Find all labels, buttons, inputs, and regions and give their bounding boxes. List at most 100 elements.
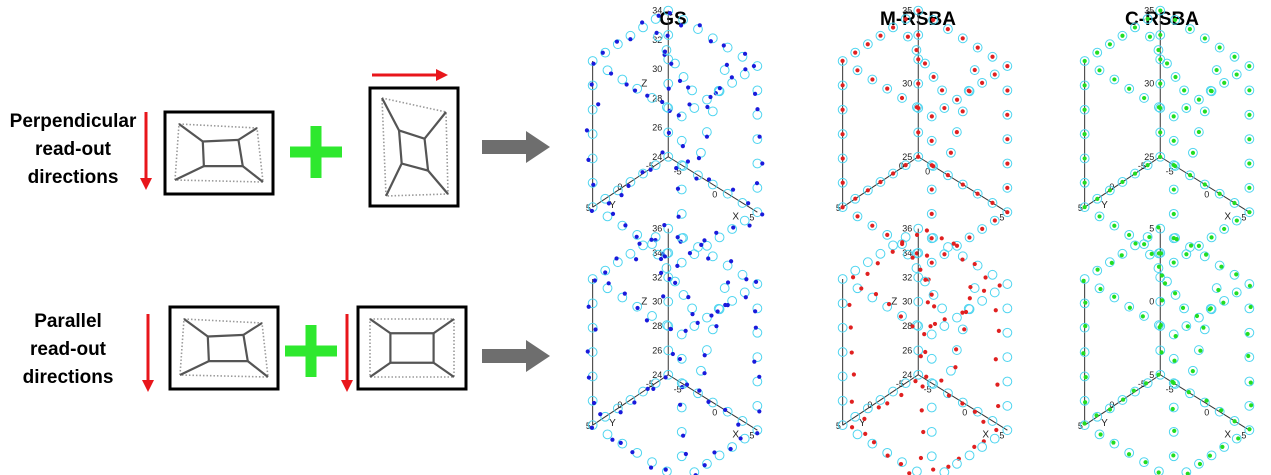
- estimated-point-marker: [905, 34, 911, 39]
- estimated-point-marker: [994, 427, 999, 433]
- estimated-point-marker: [1142, 95, 1147, 101]
- ground-truth-marker: [1079, 153, 1090, 164]
- estimated-point-marker: [966, 88, 971, 93]
- estimated-point-marker: [1203, 252, 1209, 257]
- estimated-point-marker: [1171, 260, 1176, 265]
- estimated-point-marker: [968, 284, 973, 290]
- estimated-point-marker: [916, 81, 921, 86]
- estimated-point-marker: [1171, 114, 1176, 119]
- ground-truth-marker: [926, 135, 937, 146]
- ground-truth-marker: [617, 74, 628, 85]
- ground-truth-marker: [663, 127, 674, 138]
- ground-truth-marker: [587, 322, 598, 333]
- ground-truth-marker: [1199, 397, 1210, 408]
- ground-truth-marker: [1155, 223, 1166, 234]
- ground-truth-marker: [964, 232, 975, 243]
- ground-truth-marker: [1170, 161, 1180, 171]
- estimated-point-marker: [1147, 234, 1152, 240]
- estimated-point-marker: [618, 440, 623, 445]
- ground-truth-marker: [632, 229, 643, 240]
- estimated-point-marker: [1159, 273, 1165, 278]
- estimated-point-marker: [634, 234, 639, 239]
- ground-truth-marker: [1168, 353, 1179, 364]
- estimated-point-marker: [753, 325, 758, 330]
- z-tick-label: 26: [902, 345, 912, 355]
- ground-truth-marker: [1214, 42, 1225, 53]
- ground-truth-marker: [1168, 426, 1179, 437]
- ground-truth-marker: [1179, 303, 1189, 314]
- estimated-point-marker: [1158, 81, 1163, 86]
- ground-truth-marker: [1229, 51, 1240, 62]
- estimated-point-marker: [661, 294, 666, 299]
- ground-truth-marker: [1092, 193, 1103, 204]
- z-tick-label: 32: [902, 272, 912, 282]
- ground-truth-marker: [1109, 292, 1120, 303]
- estimated-point-marker: [972, 261, 977, 267]
- estimated-point-marker: [708, 39, 713, 44]
- x-tick-label: 0: [1204, 189, 1209, 199]
- estimated-point-marker: [1112, 223, 1117, 228]
- estimated-point-marker: [990, 200, 995, 205]
- estimated-point-marker: [1196, 97, 1202, 102]
- estimated-point-marker: [589, 425, 595, 430]
- ground-truth-marker: [678, 290, 689, 300]
- estimated-point-marker: [757, 134, 762, 139]
- ground-truth-marker: [1199, 251, 1210, 262]
- estimated-point-marker: [975, 191, 980, 196]
- estimated-point-marker: [1249, 403, 1254, 408]
- estimated-point-marker: [922, 332, 927, 337]
- ground-truth-marker: [946, 147, 956, 158]
- estimated-point-marker: [622, 291, 627, 296]
- ground-truth-marker: [689, 321, 700, 331]
- ground-truth-marker: [687, 303, 697, 314]
- ground-truth-marker: [1168, 111, 1179, 122]
- estimated-point-marker: [1160, 298, 1165, 303]
- estimated-point-marker: [1174, 237, 1179, 242]
- estimated-point-marker: [910, 255, 915, 260]
- estimated-point-marker: [862, 416, 867, 421]
- estimated-point-marker: [1201, 325, 1206, 330]
- estimated-point-marker: [1171, 453, 1176, 458]
- estimated-point-marker: [668, 326, 674, 332]
- ground-truth-marker: [1244, 327, 1255, 338]
- ground-truth-marker: [1244, 134, 1255, 145]
- estimated-point-marker: [870, 77, 875, 82]
- estimated-point-marker: [865, 42, 870, 47]
- estimated-point-marker: [746, 201, 751, 206]
- ground-truth-marker: [722, 42, 733, 53]
- estimated-point-marker: [706, 177, 712, 182]
- ground-truth-marker: [1231, 69, 1242, 80]
- ground-truth-marker: [752, 352, 763, 363]
- ground-truth-marker: [1229, 416, 1240, 426]
- estimated-point-marker: [1082, 83, 1087, 88]
- ground-truth-marker: [650, 378, 661, 389]
- estimated-point-marker: [1208, 88, 1213, 93]
- estimated-point-marker: [916, 154, 921, 159]
- ground-truth-marker: [1244, 207, 1255, 218]
- x-tick-label: -5: [1166, 166, 1174, 176]
- ground-truth-marker: [1188, 147, 1198, 158]
- estimated-point-marker: [724, 62, 729, 67]
- ground-truth-marker: [951, 127, 962, 137]
- ground-truth-marker: [1130, 240, 1140, 251]
- estimated-point-marker: [673, 280, 678, 285]
- ground-truth-marker: [1130, 168, 1140, 179]
- ground-truth-marker: [913, 78, 924, 89]
- estimated-point-marker: [890, 25, 896, 30]
- ground-truth-marker: [952, 312, 962, 323]
- estimated-point-marker: [708, 94, 713, 100]
- ground-truth-marker: [963, 85, 974, 96]
- ground-truth-marker: [852, 211, 863, 222]
- estimated-point-marker: [742, 51, 748, 56]
- estimated-point-marker: [725, 280, 731, 285]
- estimated-point-marker: [1005, 137, 1010, 142]
- estimated-point-marker: [1158, 130, 1163, 135]
- ground-truth-marker: [1092, 265, 1103, 276]
- x-axis-label: X: [1224, 212, 1231, 223]
- estimated-point-marker: [624, 82, 629, 87]
- ground-truth-marker: [900, 378, 911, 389]
- estimated-point-marker: [606, 281, 611, 286]
- ground-truth-marker: [1244, 109, 1255, 120]
- estimated-point-marker: [1082, 58, 1087, 64]
- ground-truth-marker: [602, 429, 613, 440]
